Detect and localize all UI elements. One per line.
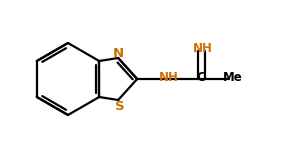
Text: N: N bbox=[113, 47, 124, 60]
Text: Me: Me bbox=[223, 71, 243, 84]
Text: S: S bbox=[115, 100, 125, 114]
Text: C: C bbox=[197, 71, 206, 84]
Text: NH: NH bbox=[159, 71, 179, 84]
Text: NH: NH bbox=[193, 42, 213, 55]
